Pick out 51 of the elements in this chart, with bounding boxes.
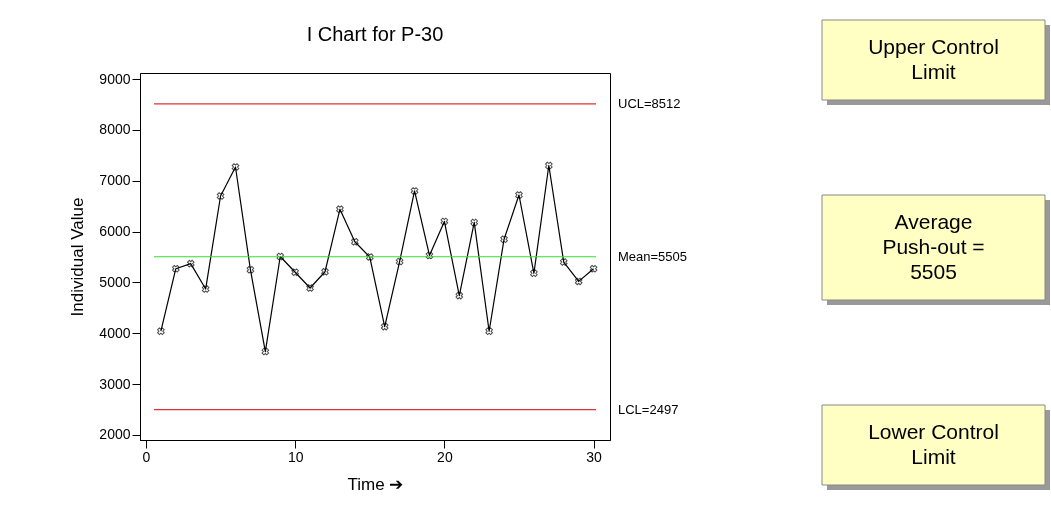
x-tick-label: 20 bbox=[437, 448, 453, 465]
y-tick-label: 9000 bbox=[99, 70, 131, 87]
x-tick-label: 0 bbox=[142, 448, 151, 465]
point bbox=[559, 258, 568, 266]
y-tick-label: 8000 bbox=[99, 121, 131, 138]
x-axis-title: Time ➔ bbox=[347, 474, 404, 494]
text: Lower Control Limit bbox=[868, 420, 999, 468]
point bbox=[515, 191, 523, 199]
point bbox=[365, 253, 374, 261]
point bbox=[395, 257, 404, 266]
point bbox=[336, 205, 344, 214]
point bbox=[216, 192, 225, 200]
chart-title: I Chart for P-30 bbox=[306, 23, 444, 45]
point bbox=[351, 237, 359, 246]
y-tick-label: 7000 bbox=[99, 172, 131, 189]
point bbox=[485, 327, 493, 336]
point bbox=[455, 291, 464, 300]
y-axis-title: Individual Value bbox=[68, 197, 88, 317]
y-tick-label: 4000 bbox=[99, 324, 131, 341]
point bbox=[231, 163, 240, 171]
x-tick-label: 10 bbox=[287, 448, 304, 465]
point bbox=[425, 251, 434, 260]
y-tick-label: 6000 bbox=[99, 223, 131, 240]
point bbox=[545, 161, 553, 170]
y-tick-label: 3000 bbox=[99, 375, 131, 392]
point bbox=[321, 267, 329, 276]
x-tick-label: 30 bbox=[586, 448, 603, 465]
point bbox=[470, 218, 479, 227]
point bbox=[574, 277, 583, 286]
point bbox=[306, 284, 314, 292]
point bbox=[410, 187, 419, 195]
point bbox=[380, 322, 389, 331]
y-tick-label: 5000 bbox=[99, 273, 131, 290]
point bbox=[201, 285, 210, 293]
ref-line-label: UCL=8512 bbox=[618, 95, 681, 111]
y-tick-label: 2000 bbox=[99, 426, 131, 443]
text: Average Push-out = 5505 bbox=[882, 210, 985, 283]
point bbox=[291, 268, 299, 277]
point bbox=[261, 347, 270, 356]
point bbox=[530, 269, 538, 278]
point bbox=[276, 252, 285, 261]
ref-line-label: LCL=2497 bbox=[618, 401, 679, 417]
point bbox=[157, 327, 165, 336]
ref-line-label: Mean=5505 bbox=[618, 248, 688, 264]
point bbox=[589, 264, 598, 273]
point bbox=[440, 217, 449, 226]
text: Upper Control Limit bbox=[868, 35, 999, 83]
point bbox=[171, 264, 180, 273]
point bbox=[246, 265, 255, 274]
point bbox=[186, 259, 195, 268]
point bbox=[500, 235, 508, 244]
